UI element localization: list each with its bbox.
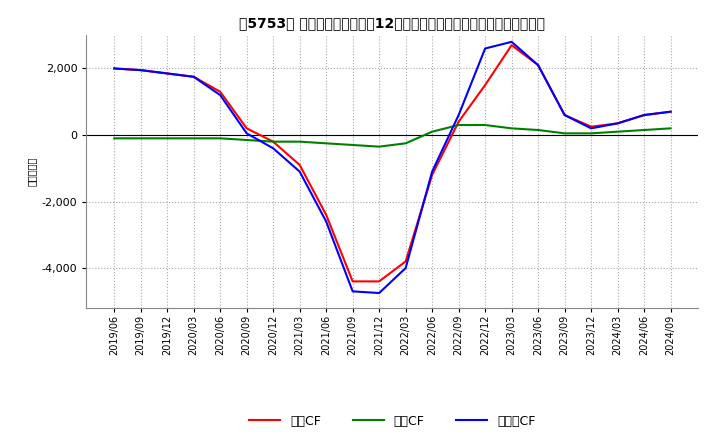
投資CF xyxy=(375,144,384,149)
投資CF xyxy=(508,126,516,131)
営業CF xyxy=(401,259,410,264)
投資CF xyxy=(295,139,304,144)
Y-axis label: （百万円）: （百万円） xyxy=(26,157,36,186)
営業CF xyxy=(243,126,251,131)
Legend: 営業CF, 投資CF, フリーCF: 営業CF, 投資CF, フリーCF xyxy=(244,410,541,433)
営業CF xyxy=(613,121,622,126)
営業CF xyxy=(216,89,225,95)
営業CF xyxy=(666,109,675,114)
営業CF xyxy=(375,279,384,284)
フリーCF xyxy=(454,112,463,117)
Line: 投資CF: 投資CF xyxy=(114,125,670,147)
フリーCF xyxy=(534,62,542,68)
投資CF xyxy=(587,131,595,136)
投資CF xyxy=(243,137,251,143)
営業CF xyxy=(481,82,490,88)
フリーCF xyxy=(401,265,410,271)
フリーCF xyxy=(481,46,490,51)
Title: 【5753】 キャッシュフローの12か月移動合計の対前年同期増減額の推移: 【5753】 キャッシュフローの12か月移動合計の対前年同期増減額の推移 xyxy=(239,16,546,30)
営業CF xyxy=(269,139,277,144)
投資CF xyxy=(640,127,649,132)
投資CF xyxy=(322,141,330,146)
投資CF xyxy=(613,129,622,134)
フリーCF xyxy=(613,121,622,126)
営業CF xyxy=(560,112,569,117)
営業CF xyxy=(189,74,198,80)
Line: フリーCF: フリーCF xyxy=(114,42,670,293)
営業CF xyxy=(454,119,463,125)
フリーCF xyxy=(560,112,569,117)
営業CF xyxy=(348,279,357,284)
投資CF xyxy=(401,141,410,146)
フリーCF xyxy=(269,146,277,151)
投資CF xyxy=(454,122,463,128)
投資CF xyxy=(136,136,145,141)
フリーCF xyxy=(216,92,225,98)
営業CF xyxy=(163,71,171,76)
営業CF xyxy=(110,66,119,71)
Line: 営業CF: 営業CF xyxy=(114,45,670,282)
営業CF xyxy=(640,112,649,117)
フリーCF xyxy=(348,289,357,294)
フリーCF xyxy=(375,290,384,296)
投資CF xyxy=(666,126,675,131)
営業CF xyxy=(295,162,304,168)
フリーCF xyxy=(508,39,516,44)
フリーCF xyxy=(428,169,436,174)
営業CF xyxy=(428,172,436,178)
投資CF xyxy=(534,127,542,132)
フリーCF xyxy=(295,169,304,174)
投資CF xyxy=(216,136,225,141)
投資CF xyxy=(481,122,490,128)
投資CF xyxy=(189,136,198,141)
投資CF xyxy=(560,131,569,136)
フリーCF xyxy=(322,219,330,224)
営業CF xyxy=(508,43,516,48)
フリーCF xyxy=(189,74,198,80)
投資CF xyxy=(428,129,436,134)
投資CF xyxy=(348,143,357,148)
投資CF xyxy=(269,139,277,144)
投資CF xyxy=(163,136,171,141)
フリーCF xyxy=(243,131,251,136)
フリーCF xyxy=(640,112,649,117)
フリーCF xyxy=(666,109,675,114)
フリーCF xyxy=(163,71,171,76)
営業CF xyxy=(534,62,542,68)
フリーCF xyxy=(587,126,595,131)
投資CF xyxy=(110,136,119,141)
フリーCF xyxy=(136,67,145,73)
フリーCF xyxy=(110,66,119,71)
営業CF xyxy=(322,212,330,217)
営業CF xyxy=(587,124,595,129)
営業CF xyxy=(136,67,145,73)
